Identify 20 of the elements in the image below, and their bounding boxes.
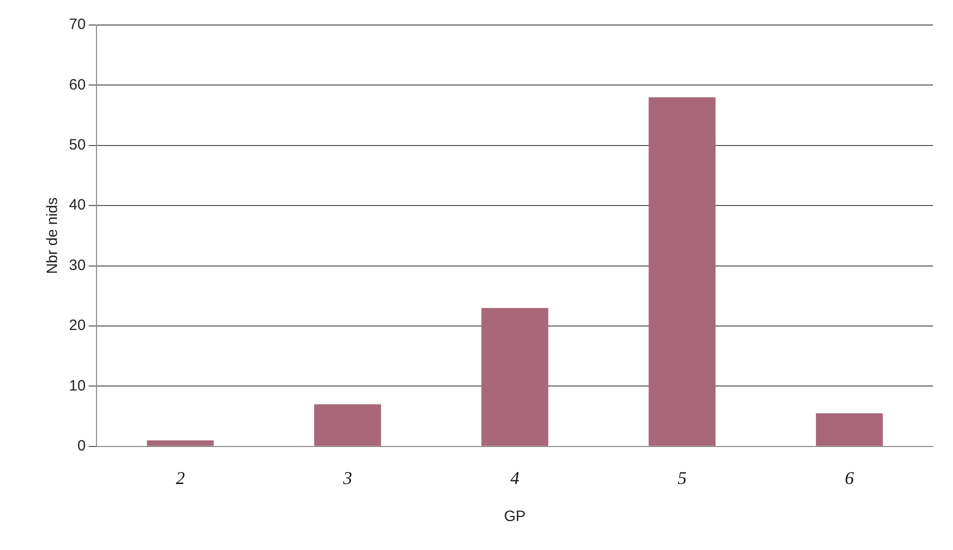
y-tick-label: 20: [68, 317, 86, 334]
x-tick-label: 6: [844, 468, 854, 488]
bar: [146, 440, 214, 446]
y-tick-label: 70: [68, 16, 86, 34]
x-tick-label: 2: [176, 468, 185, 488]
x-tick-label: 5: [678, 468, 687, 488]
y-tick-label: 30: [68, 256, 86, 274]
y-axis-title: Nbr de nids: [44, 197, 62, 274]
y-tick-label: 50: [68, 136, 86, 154]
y-tick-label: 0: [77, 438, 86, 455]
bar: [816, 413, 883, 446]
x-tick-label: 3: [342, 468, 352, 488]
y-tick-label: 10: [68, 377, 86, 394]
x-tick-label: 4: [510, 468, 520, 488]
bar: [314, 404, 382, 446]
y-tick-label: 60: [68, 76, 86, 94]
x-axis-title: GP: [504, 508, 526, 526]
y-tick-label: 40: [68, 196, 86, 214]
bar: [648, 97, 716, 446]
bar: [481, 308, 548, 446]
